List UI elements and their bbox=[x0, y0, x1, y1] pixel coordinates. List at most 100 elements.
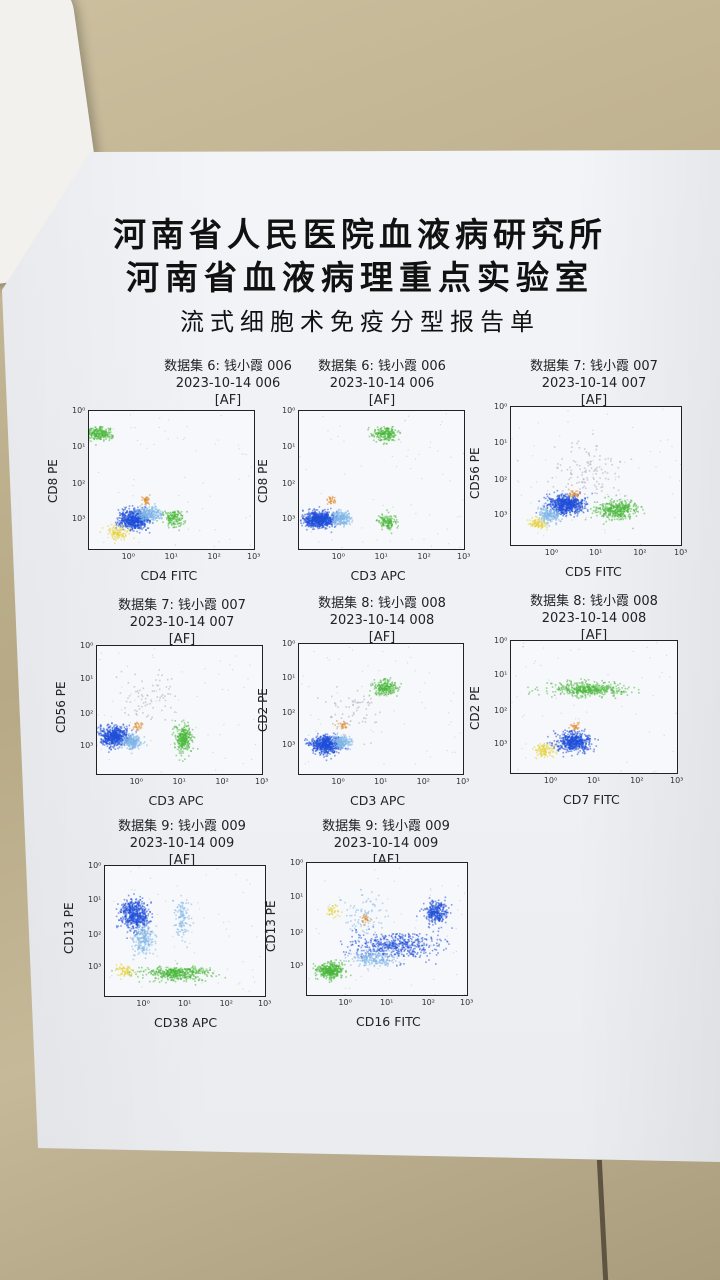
x-tick-label: 10¹ bbox=[587, 776, 601, 785]
panel-header-line2: 2023-10-14 009 bbox=[129, 836, 235, 851]
cell-population-grey bbox=[115, 669, 176, 733]
panel-header-line3: [AF] bbox=[368, 630, 396, 645]
x-tick-label: 10¹ bbox=[374, 777, 388, 786]
x-tick-label: 10² bbox=[207, 552, 221, 561]
y-tick-label: 10⁰ bbox=[72, 406, 86, 415]
x-axis-label: CD4 FITC bbox=[140, 568, 198, 583]
panel-header-line1: 数据集 9: 钱小霞 009 bbox=[118, 819, 246, 834]
panel-header-line1: 数据集 9: 钱小霞 009 bbox=[322, 819, 450, 834]
x-axis-label: CD3 APC bbox=[148, 793, 204, 808]
cell-population-blue bbox=[299, 506, 345, 534]
x-tick-label: 10⁰ bbox=[331, 777, 345, 786]
y-tick-label: 10² bbox=[494, 475, 508, 485]
cell-population-lightblue bbox=[326, 732, 354, 751]
cell-population-blue bbox=[546, 728, 599, 758]
x-axis-label: CD3 APC bbox=[350, 793, 406, 808]
y-tick-label: 10¹ bbox=[72, 441, 86, 451]
x-axis-label: CD5 FITC bbox=[565, 564, 622, 579]
y-tick-label: 10² bbox=[290, 927, 304, 937]
y-tick-label: 10² bbox=[88, 929, 102, 939]
scatter-plot bbox=[510, 406, 682, 546]
panel-header-line2: 2023-10-14 006 bbox=[175, 376, 281, 391]
noise-events bbox=[308, 867, 466, 995]
y-tick-label: 10³ bbox=[282, 513, 296, 523]
panel-header-line2: 2023-10-14 007 bbox=[541, 376, 647, 391]
panel-header-line1: 数据集 8: 钱小霞 008 bbox=[530, 594, 658, 609]
cell-population-yellow bbox=[99, 523, 135, 545]
cell-population-blue bbox=[339, 926, 450, 967]
x-tick-label: 10⁰ bbox=[136, 999, 150, 1008]
noise-events bbox=[299, 413, 464, 548]
cell-population-orange bbox=[568, 721, 580, 732]
cell-population-lightblue bbox=[172, 894, 195, 949]
noise-events bbox=[511, 642, 677, 773]
panel-header-line2: 2023-10-14 006 bbox=[329, 376, 435, 391]
y-tick-label: 10³ bbox=[494, 738, 508, 748]
cell-population-yellow bbox=[526, 515, 549, 531]
x-tick-label: 10² bbox=[421, 998, 435, 1007]
x-tick-label: 10³ bbox=[247, 552, 261, 561]
y-tick-label: 10³ bbox=[282, 740, 296, 750]
noise-events bbox=[97, 414, 252, 548]
y-axis-label: CD13 PE bbox=[62, 902, 76, 954]
panel-header-line2: 2023-10-14 009 bbox=[333, 836, 439, 851]
cell-population-orange bbox=[361, 913, 373, 926]
noise-events bbox=[97, 648, 262, 773]
scatter-dots bbox=[308, 867, 466, 995]
report-title-line1: 河南省人民医院血液病研究所 bbox=[113, 215, 607, 254]
cell-population-lightblue bbox=[343, 946, 401, 970]
panel-header-line1: 数据集 6: 钱小霞 006 bbox=[164, 359, 292, 374]
y-tick-label: 10³ bbox=[290, 960, 304, 970]
report-title-line2: 河南省血液病理重点实验室 bbox=[126, 258, 594, 297]
x-tick-label: 10¹ bbox=[380, 998, 394, 1007]
y-axis-label: CD8 PE bbox=[46, 459, 60, 503]
panel-header-line1: 数据集 7: 钱小霞 007 bbox=[530, 359, 658, 374]
y-axis-label: CD56 PE bbox=[54, 681, 68, 733]
cell-population-grey bbox=[317, 683, 388, 746]
x-axis-label: CD3 APC bbox=[350, 568, 406, 583]
y-tick-label: 10² bbox=[282, 479, 296, 489]
noise-events bbox=[109, 866, 265, 992]
scatter-dots bbox=[511, 408, 681, 545]
y-tick-label: 10⁰ bbox=[494, 402, 508, 411]
x-axis-label: CD16 FITC bbox=[356, 1014, 421, 1029]
y-tick-label: 10⁰ bbox=[290, 858, 304, 867]
scatter-plot bbox=[88, 410, 255, 550]
y-tick-label: 10¹ bbox=[88, 894, 102, 904]
noise-events bbox=[511, 408, 681, 545]
cell-population-green bbox=[375, 509, 399, 535]
y-tick-label: 10⁰ bbox=[282, 639, 296, 648]
cell-population-green bbox=[111, 962, 227, 986]
y-tick-label: 10⁰ bbox=[80, 641, 94, 650]
panel-header-line3: [AF] bbox=[168, 853, 196, 868]
scatter-plot bbox=[96, 645, 263, 775]
y-tick-label: 10² bbox=[80, 708, 94, 718]
cell-population-lightblue bbox=[129, 503, 164, 524]
y-tick-label: 10² bbox=[494, 705, 508, 715]
x-tick-label: 10³ bbox=[460, 998, 474, 1007]
y-tick-label: 10¹ bbox=[290, 892, 304, 902]
y-axis-label: CD2 PE bbox=[256, 688, 270, 732]
y-tick-label: 10¹ bbox=[494, 670, 508, 680]
panel-header-line3: [AF] bbox=[368, 393, 396, 408]
x-tick-label: 10² bbox=[633, 548, 647, 557]
y-tick-label: 10¹ bbox=[282, 672, 296, 682]
cell-population-green bbox=[156, 510, 188, 532]
cell-population-orange bbox=[326, 495, 337, 505]
cell-population-yellow bbox=[114, 963, 137, 980]
cell-population-blue bbox=[416, 896, 453, 930]
scatter-dots bbox=[301, 646, 462, 765]
x-tick-label: 10² bbox=[417, 552, 431, 561]
y-axis-label: CD8 PE bbox=[256, 459, 270, 503]
cell-population-green bbox=[171, 719, 199, 762]
cell-population-orange bbox=[132, 721, 144, 732]
cell-population-lightblue bbox=[118, 732, 148, 755]
y-tick-label: 10³ bbox=[494, 509, 508, 519]
cell-population-green bbox=[312, 959, 352, 983]
panel-header-line2: 2023-10-14 008 bbox=[541, 611, 647, 626]
x-tick-label: 10⁰ bbox=[129, 777, 143, 786]
cell-population-green bbox=[368, 677, 402, 697]
cell-population-yellow bbox=[532, 742, 558, 760]
cell-population-green bbox=[367, 425, 402, 446]
cell-population-yellow bbox=[326, 903, 343, 919]
